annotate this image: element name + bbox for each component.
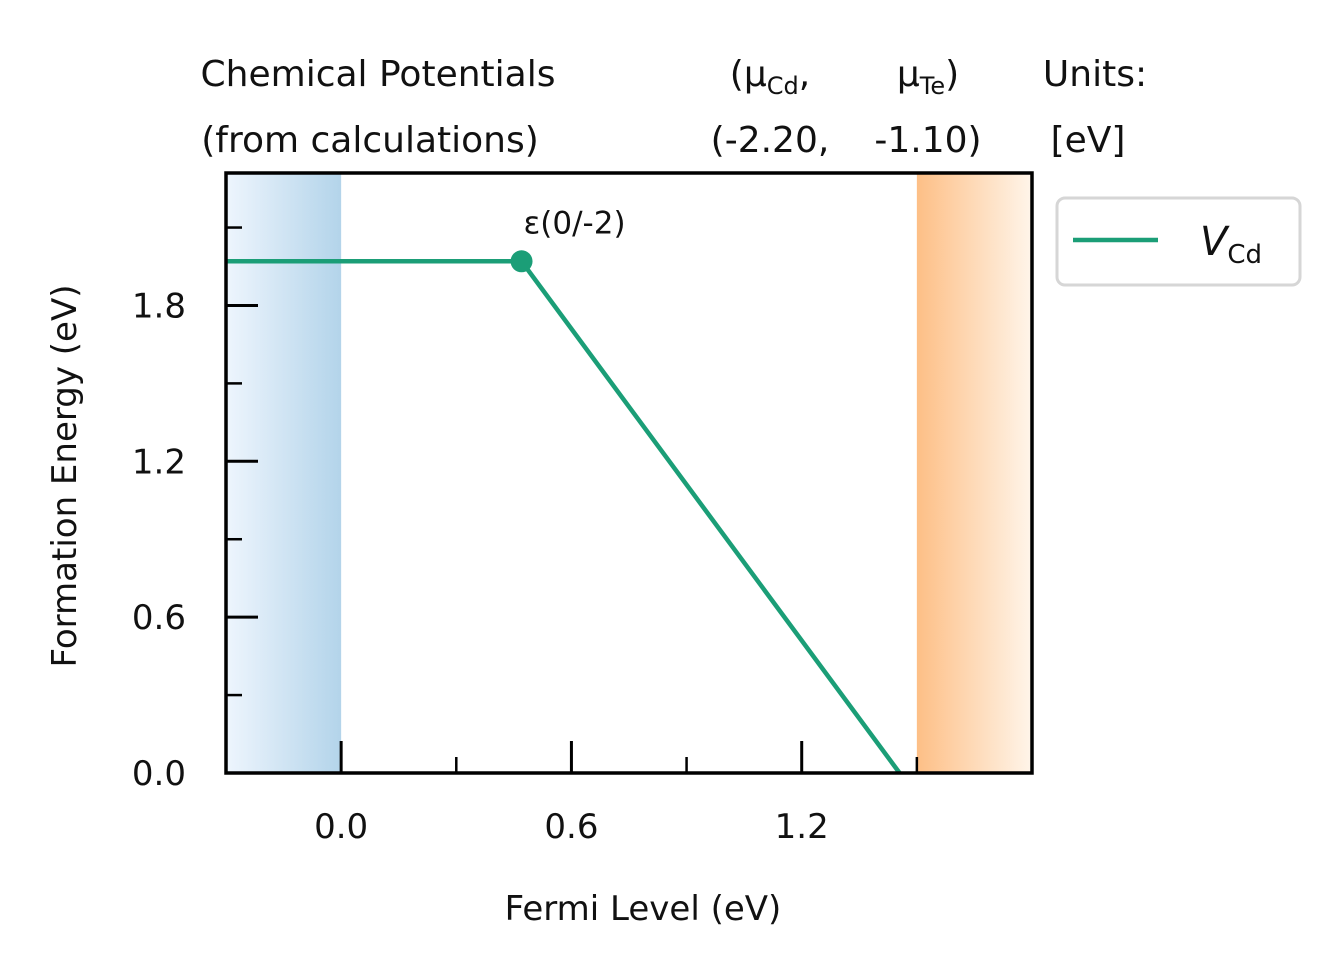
y-tick-label: 0.6 [132, 598, 186, 638]
transition-point [510, 250, 533, 273]
header-text: Units: [1043, 54, 1147, 95]
legend-name: V [1200, 219, 1230, 265]
band [226, 173, 342, 773]
header-text: (from calculations) [201, 120, 539, 161]
mu-sub: Te [919, 72, 945, 100]
mu-symbol: μ [897, 54, 920, 95]
header-text: -1.10) [874, 120, 981, 161]
y-tick-label: 0.0 [132, 754, 186, 794]
mu-post: , [799, 54, 810, 95]
plot-frame [224, 171, 1034, 775]
y-tick-label: 1.2 [132, 442, 186, 482]
mu-post: ) [945, 54, 959, 95]
legend-entry: VCd [1200, 219, 1262, 270]
mu-symbol: (μ [730, 54, 767, 95]
legend-box [1055, 196, 1302, 287]
x-tick-label: 1.2 [775, 807, 829, 847]
x-axis-label: Fermi Level (eV) [505, 889, 782, 929]
x-tick-label: 0.6 [544, 807, 598, 847]
header-text: (-2.20, [711, 120, 830, 161]
x-tick-label: 0.0 [314, 807, 368, 847]
legend-sub: Cd [1227, 240, 1262, 270]
header-text: [eV] [1051, 120, 1126, 161]
transition-label: ε(0/-2) [524, 205, 626, 241]
band [916, 173, 1032, 773]
y-tick-label: 1.8 [132, 286, 186, 326]
y-axis-label: Formation Energy (eV) [45, 285, 85, 668]
header-text: Chemical Potentials [201, 54, 556, 95]
header-mu: (μCd, [730, 54, 810, 100]
header-mu: μTe) [897, 54, 959, 100]
mu-sub: Cd [767, 72, 799, 100]
